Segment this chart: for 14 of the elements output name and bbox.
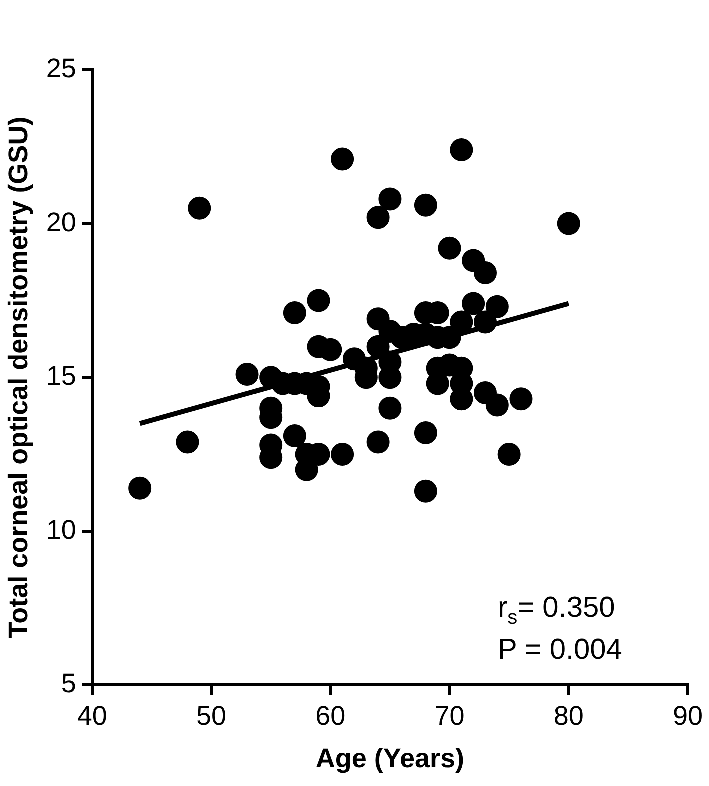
y-tick-label: 15 [46, 361, 76, 392]
x-axis-title: Age (Years) [316, 743, 464, 774]
x-tick-label: 50 [196, 700, 227, 731]
annotation: P = 0.004 [498, 634, 622, 666]
x-tick-label: 70 [434, 700, 465, 731]
y-tick-label: 10 [46, 514, 76, 545]
y-tick-label: 25 [46, 53, 76, 84]
x-tick-label: 90 [672, 700, 704, 731]
x-tick-label: 60 [316, 700, 346, 731]
y-axis-title: Total corneal optical densitometry (GSU) [4, 116, 34, 638]
x-tick-label: 80 [554, 700, 584, 731]
x-tick-label: 40 [77, 700, 108, 731]
y-tick-label: 5 [61, 668, 76, 699]
y-tick-label: 20 [46, 207, 76, 238]
